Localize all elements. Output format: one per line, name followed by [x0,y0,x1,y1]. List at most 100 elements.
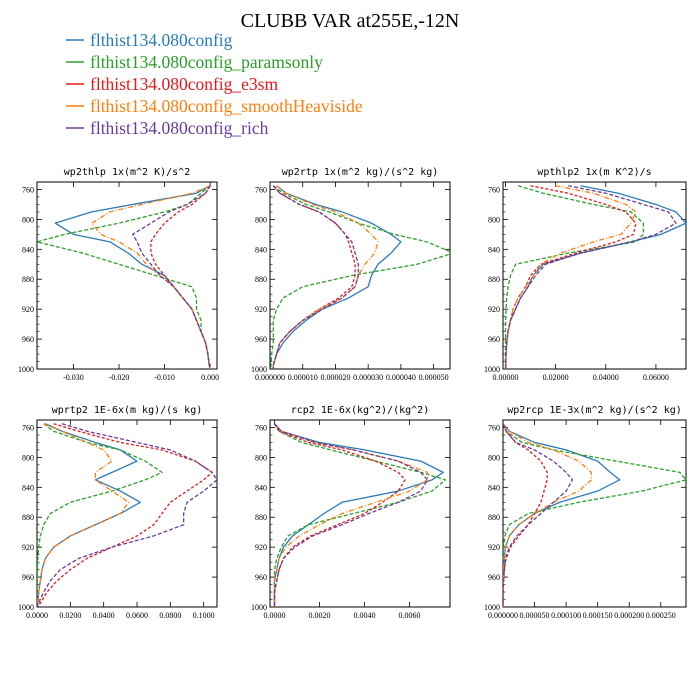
series-group [504,185,686,369]
series-line [270,185,450,369]
y-tick-label: 800 [488,215,500,224]
series-line [37,185,211,369]
y-tick-label: 760 [22,423,34,432]
series-line [503,423,574,607]
y-tick-label: 920 [488,305,500,314]
x-tick-label: 0.0040 [354,611,376,620]
x-tick-label: 0.06000 [643,373,669,382]
legend: flthist134.080configflthist134.080config… [66,30,363,138]
y-tick-label: 880 [255,513,267,522]
series-line [273,423,429,607]
series-line [272,185,360,369]
y-tick-label: 960 [255,335,267,344]
x-tick-label: 0.0400 [93,611,115,620]
y-tick-label: 920 [22,543,34,552]
series-group [37,185,211,369]
y-tick-label: 800 [255,215,267,224]
plot-frame [269,181,451,370]
y-tick-label: 1000 [18,603,34,612]
panel-5: rcp2 1E-6x(kg^2)/(kg^2) 760 800 840 880 920 96… [251,405,451,620]
y-tick-label: 960 [255,573,267,582]
legend-label: flthist134.080config_smoothHeaviside [90,96,363,116]
x-tick-label: 0.0800 [159,611,181,620]
y-tick-label: 840 [255,245,267,254]
series-line [37,423,130,607]
x-tick-label: 0.0200 [59,611,81,620]
x-tick-label: 0.000 [201,373,219,382]
series-line [504,185,637,369]
y-tick-label: 920 [255,543,267,552]
x-tick-label: 0.000030 [353,373,383,382]
y-tick-label: 960 [488,335,500,344]
x-tick-label: 0.1000 [193,611,215,620]
series-line [503,423,686,607]
x-tick-label: -0.020 [109,373,130,382]
y-tick-label: 840 [22,245,34,254]
series-group [270,185,450,369]
series-line [37,423,217,607]
panel-title: wp2rcp 1E-3x(m^2 kg)/(s^2 kg) [507,405,682,416]
panel-title: wp2rtp 1x(m^2 kg)/(s^2 kg) [282,167,439,178]
series-line [272,185,379,369]
series-group [273,423,447,607]
series-line [132,185,211,369]
x-tick-label: 0.000000 [488,611,518,620]
figure-title: CLUBB VAR at255E,-12N [241,10,460,32]
y-tick-label: 840 [255,483,267,492]
panel-6: wp2rcp 1E-3x(m^2 kg)/(s^2 kg) 760 800 840 88… [484,405,687,620]
series-line [504,185,677,369]
x-tick-label: 0.0060 [399,611,421,620]
plot-frame [502,181,687,370]
panel-3: wpthlp2 1x(m K^2)/s 760 800 840 880 920 960 100… [484,167,687,382]
x-tick-label: 0.000100 [551,611,581,620]
panel-title: rcp2 1E-6x(kg^2)/(kg^2) [291,405,429,416]
plot-frame [502,419,687,608]
y-tick-label: 800 [22,215,34,224]
y-tick-label: 1000 [484,603,500,612]
y-tick-label: 920 [488,543,500,552]
y-tick-label: 760 [488,423,500,432]
series-line [272,185,402,369]
x-tick-label: 0.000040 [386,373,416,382]
y-tick-label: 920 [22,305,34,314]
x-tick-label: -0.030 [63,373,84,382]
panel-1: wp2thlp 1x(m^2 K)/s^2 760 800 840 880 920 960 1… [18,167,219,382]
y-tick-label: 760 [255,423,267,432]
legend-label: flthist134.080config [90,30,233,50]
y-tick-label: 920 [255,305,267,314]
series-line [504,185,637,369]
series-line [54,185,211,369]
y-tick-label: 1000 [251,603,267,612]
x-tick-label: -0.010 [154,373,175,382]
x-tick-label: 0.000150 [583,611,613,620]
series-line [273,423,406,607]
y-tick-label: 800 [22,453,34,462]
legend-label: flthist134.080config_paramsonly [90,52,323,72]
series-line [273,423,429,607]
plot-frame [36,181,218,370]
panel-title: wpthlp2 1x(m K^2)/s [537,167,651,178]
y-tick-label: 880 [488,275,500,284]
plot-frame [36,419,218,608]
y-tick-label: 960 [488,573,500,582]
x-tick-label: 0.0000 [264,611,286,620]
y-tick-label: 840 [488,245,500,254]
y-tick-label: 840 [22,483,34,492]
x-tick-label: 0.000020 [320,373,350,382]
panel-title: wp2thlp 1x(m^2 K)/s^2 [64,167,190,178]
x-tick-label: 0.000050 [419,373,449,382]
legend-label: flthist134.080config_rich [90,118,269,138]
x-tick-label: 0.000200 [614,611,644,620]
plot-frame [269,419,451,608]
y-tick-label: 960 [22,335,34,344]
panel-4: wprtp2 1E-6x(m kg)/(s kg) 760 800 840 880 920… [18,405,218,620]
panel-title: wprtp2 1E-6x(m kg)/(s kg) [52,405,203,416]
series-line [503,423,592,607]
x-tick-label: 0.0000 [26,611,48,620]
y-tick-label: 1000 [251,365,267,374]
series-line [91,185,211,369]
y-tick-label: 960 [22,573,34,582]
y-tick-label: 880 [22,513,34,522]
y-tick-label: 1000 [484,365,500,374]
